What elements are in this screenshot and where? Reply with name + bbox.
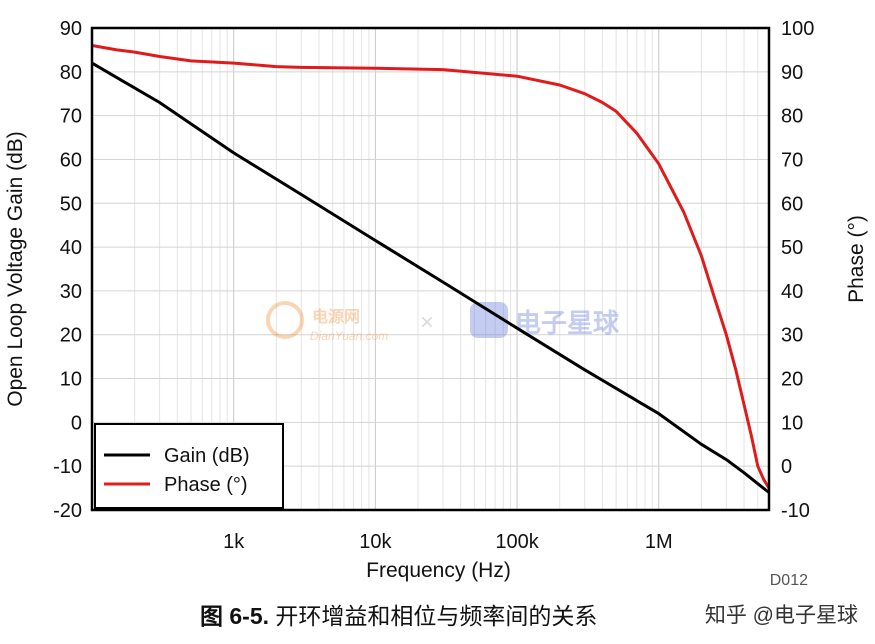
dianyuan-logo-icon <box>266 301 304 339</box>
y-left-tick-label: 90 <box>60 18 82 40</box>
y-right-tick-label: 40 <box>781 281 803 303</box>
y-left-tick-label: 30 <box>60 281 82 303</box>
credit-text: 知乎 @电子星球 <box>705 604 858 627</box>
y-left-tick-label: 70 <box>60 106 82 128</box>
x-tick-label: 10k <box>359 531 392 553</box>
figure-code: D012 <box>770 572 808 589</box>
watermark-text-3: 电子星球 <box>515 308 620 338</box>
y-axis-right-title: Phase (°) <box>845 215 868 303</box>
watermark: 电源网 DianYuan.com × 电子星球 <box>266 301 620 343</box>
y-left-tick-label: -20 <box>53 500 82 522</box>
figure-caption-text: 开环增益和相位与频率间的关系 <box>269 603 597 629</box>
watermark-separator: × <box>420 309 434 336</box>
y-left-tick-label: 20 <box>60 325 82 347</box>
x-axis-title: Frequency (Hz) <box>366 559 511 582</box>
y-right-tick-label: 90 <box>781 62 803 84</box>
gain-series-line <box>91 61 770 494</box>
x-tick-label: 1M <box>645 531 673 553</box>
x-tick-label: 100k <box>495 531 539 553</box>
y-right-tick-label: 20 <box>781 369 803 391</box>
y-right-tick-label: 10 <box>781 412 803 434</box>
figure-label: 图 6-5. <box>200 603 269 629</box>
y-right-tick-label: 60 <box>781 193 803 215</box>
watermark-text-1: 电源网 <box>312 307 360 326</box>
y-left-tick-label: 10 <box>60 369 82 391</box>
y-left-tick-label: -10 <box>53 456 82 478</box>
phase-series-line <box>91 44 771 489</box>
y-left-tick-label: 50 <box>60 193 82 215</box>
y-right-tick-label: 80 <box>781 106 803 128</box>
tick-labels: 1k 10k 100k 1M9080706050403020100-10-201009… <box>53 18 814 553</box>
y-right-tick-label: -10 <box>781 500 810 522</box>
y-left-tick-label: 40 <box>60 237 82 259</box>
watermark-text-2: DianYuan.com <box>310 329 388 343</box>
dianzixingqiu-logo-icon <box>470 302 508 338</box>
legend-label-phase: Phase (°) <box>164 474 248 496</box>
y-right-tick-label: 0 <box>781 456 792 478</box>
legend: Gain (dB) Phase (°) <box>94 423 284 509</box>
y-axis-left-title: Open Loop Voltage Gain (dB) <box>4 131 27 407</box>
y-left-tick-label: 0 <box>71 412 82 434</box>
grid <box>92 28 769 510</box>
series-layer <box>91 44 771 494</box>
y-left-tick-label: 60 <box>60 149 82 171</box>
legend-box <box>94 423 284 509</box>
plot-frame <box>90 26 771 512</box>
y-right-tick-label: 70 <box>781 149 803 171</box>
x-tick-label: 1k <box>223 531 245 553</box>
y-right-tick-label: 30 <box>781 325 803 347</box>
y-left-tick-label: 80 <box>60 62 82 84</box>
y-right-tick-label: 100 <box>781 18 814 40</box>
y-right-tick-label: 50 <box>781 237 803 259</box>
figure-caption: 图 6-5. 开环增益和相位与频率间的关系 <box>200 603 597 629</box>
legend-label-gain: Gain (dB) <box>164 445 250 467</box>
